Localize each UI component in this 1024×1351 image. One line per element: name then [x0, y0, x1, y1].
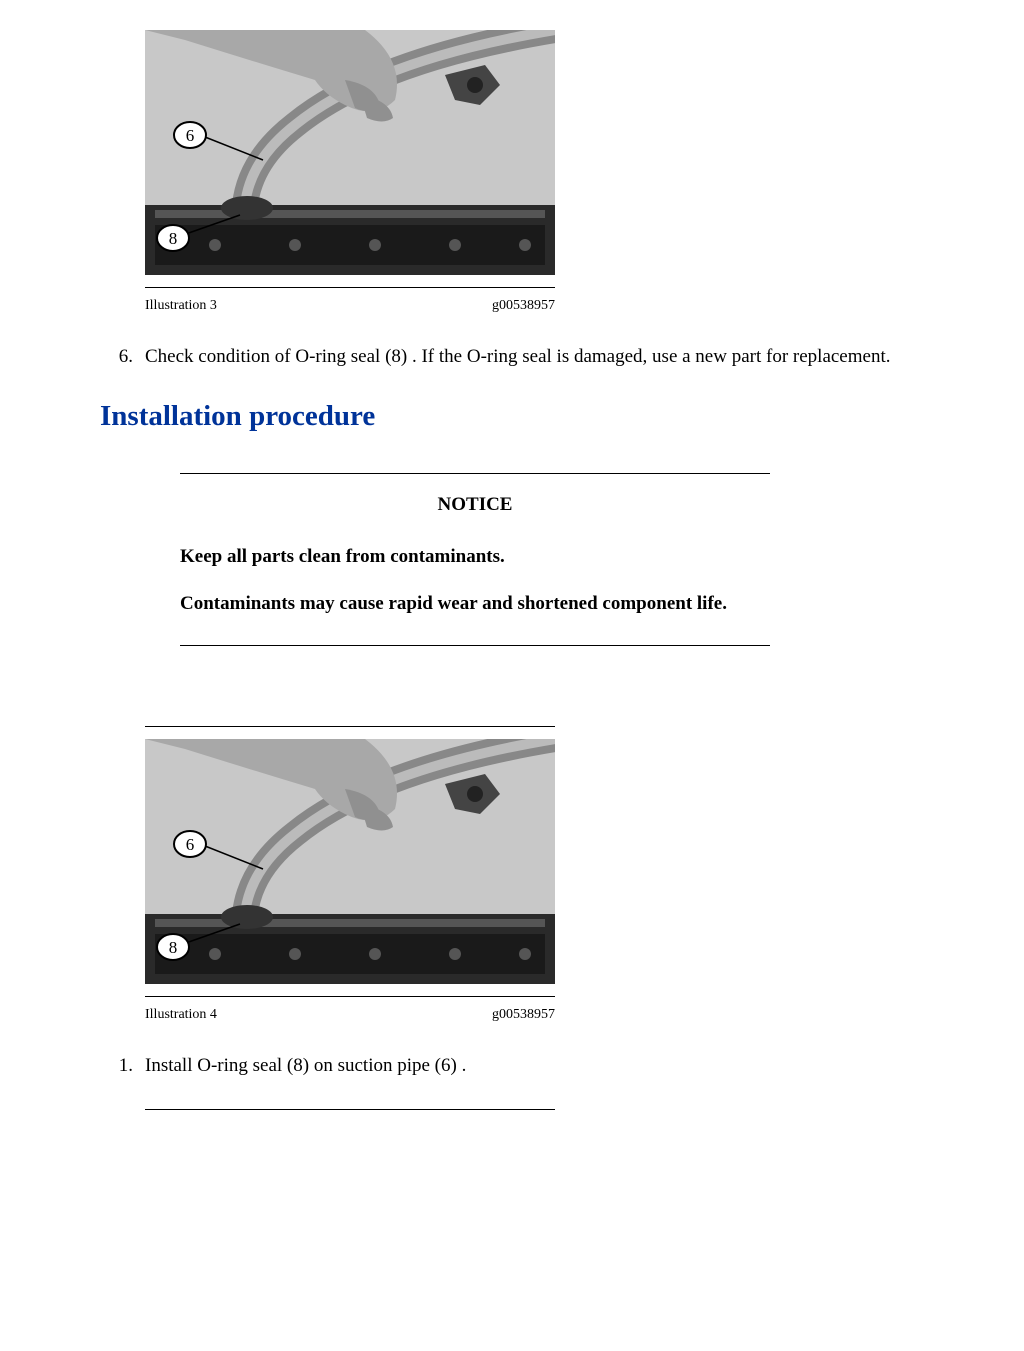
step-6: 6. Check condition of O-ring seal (8) . … — [100, 344, 924, 370]
step-6-text: Check condition of O-ring seal (8) . If … — [145, 344, 924, 370]
callout-8-text: 8 — [169, 229, 178, 248]
figure-3-code: g00538957 — [492, 298, 555, 314]
step-1-text: Install O-ring seal (8) on suction pipe … — [145, 1053, 924, 1079]
callout-6-text: 6 — [186, 126, 195, 145]
figure-3-label: Illustration 3 — [145, 298, 217, 314]
bottom-rule — [145, 1109, 555, 1110]
section-heading: Installation procedure — [100, 400, 924, 433]
figure-3-image: 6 8 — [145, 30, 555, 275]
figure-4: 6 8 Illustration 4 g00538957 — [145, 726, 555, 1023]
notice-block: NOTICE Keep all parts clean from contami… — [180, 473, 770, 646]
figure-3-caption: Illustration 3 g00538957 — [145, 287, 555, 314]
figure-3: 6 8 Illustration 3 g00538957 — [145, 30, 555, 314]
step-1-number: 1. — [100, 1053, 145, 1079]
figure-4-code: g00538957 — [492, 1007, 555, 1023]
figure-4-caption: Illustration 4 g00538957 — [145, 996, 555, 1023]
notice-title: NOTICE — [180, 494, 770, 516]
step-6-number: 6. — [100, 344, 145, 370]
notice-line-1: Keep all parts clean from contaminants. — [180, 544, 770, 570]
figure-4-label: Illustration 4 — [145, 1007, 217, 1023]
step-1: 1. Install O-ring seal (8) on suction pi… — [100, 1053, 924, 1079]
svg-text:8: 8 — [169, 938, 178, 957]
svg-text:6: 6 — [186, 835, 195, 854]
notice-line-2: Contaminants may cause rapid wear and sh… — [180, 591, 770, 617]
figure-4-image: 6 8 — [145, 739, 555, 984]
